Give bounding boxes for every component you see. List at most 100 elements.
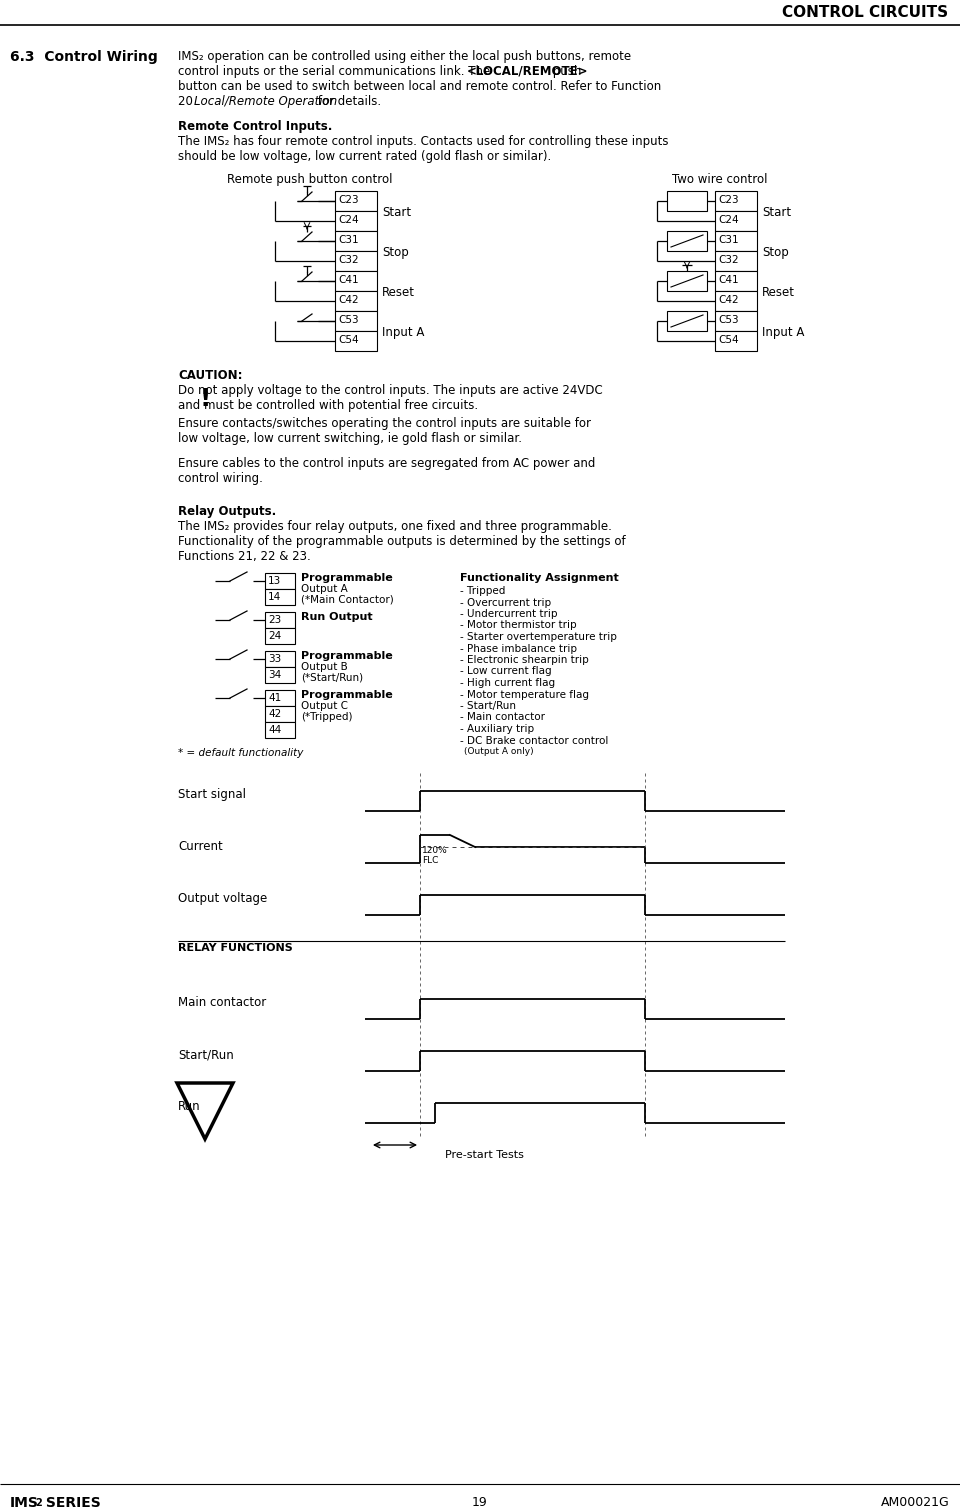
Text: Functions 21, 22 & 23.: Functions 21, 22 & 23. xyxy=(178,550,311,562)
Bar xyxy=(265,689,295,706)
Text: (Output A only): (Output A only) xyxy=(464,747,534,756)
Text: Start/Run: Start/Run xyxy=(178,1048,233,1061)
Text: 14: 14 xyxy=(268,593,281,602)
Text: Output B: Output B xyxy=(301,662,348,671)
Text: - Main contactor: - Main contactor xyxy=(460,712,545,723)
Bar xyxy=(335,191,377,212)
Text: Start: Start xyxy=(382,206,411,219)
Text: Reset: Reset xyxy=(382,286,415,299)
Text: 42: 42 xyxy=(268,709,281,720)
Bar xyxy=(265,573,295,590)
Text: SERIES: SERIES xyxy=(41,1495,101,1510)
Text: 20: 20 xyxy=(178,95,197,107)
Text: IMS: IMS xyxy=(10,1495,38,1510)
Text: * = default functionality: * = default functionality xyxy=(178,748,303,758)
Text: !: ! xyxy=(200,387,210,411)
Text: C42: C42 xyxy=(718,295,738,305)
Text: Programmable: Programmable xyxy=(301,652,393,661)
Text: - Motor thermistor trip: - Motor thermistor trip xyxy=(460,620,577,631)
Text: - Motor temperature flag: - Motor temperature flag xyxy=(460,689,589,700)
Bar xyxy=(667,271,707,290)
Text: C31: C31 xyxy=(718,234,738,245)
Text: 41: 41 xyxy=(268,692,281,703)
Bar xyxy=(715,331,757,351)
Text: - Start/Run: - Start/Run xyxy=(460,702,516,711)
Bar xyxy=(335,331,377,351)
Text: control inputs or the serial communications link. The: control inputs or the serial communicati… xyxy=(178,65,494,79)
Text: C23: C23 xyxy=(338,195,359,206)
Bar xyxy=(667,311,707,331)
Text: (*Tripped): (*Tripped) xyxy=(301,712,352,723)
Polygon shape xyxy=(177,1083,233,1139)
Text: <LOCAL/REMOTE>: <LOCAL/REMOTE> xyxy=(467,65,588,79)
Bar xyxy=(265,706,295,723)
Text: C31: C31 xyxy=(338,234,359,245)
Text: 44: 44 xyxy=(268,724,281,735)
Text: Run Output: Run Output xyxy=(301,612,372,621)
Text: Run: Run xyxy=(178,1101,201,1113)
Text: Local/Remote Operation: Local/Remote Operation xyxy=(194,95,337,107)
Bar xyxy=(265,723,295,738)
Text: - Electronic shearpin trip: - Electronic shearpin trip xyxy=(460,655,588,665)
Text: and must be controlled with potential free circuits.: and must be controlled with potential fr… xyxy=(178,399,478,411)
Text: Reset: Reset xyxy=(762,286,795,299)
Bar xyxy=(335,251,377,271)
Text: Output C: Output C xyxy=(301,702,348,711)
Text: Stop: Stop xyxy=(762,246,789,259)
Text: C42: C42 xyxy=(338,295,359,305)
Text: The IMS₂ has four remote control inputs. Contacts used for controlling these inp: The IMS₂ has four remote control inputs.… xyxy=(178,135,668,148)
Text: 33: 33 xyxy=(268,655,281,664)
Bar xyxy=(335,311,377,331)
Bar xyxy=(715,191,757,212)
Text: Relay Outputs.: Relay Outputs. xyxy=(178,505,276,519)
Text: Main contactor: Main contactor xyxy=(178,996,266,1009)
Text: C23: C23 xyxy=(718,195,738,206)
Text: Programmable: Programmable xyxy=(301,689,393,700)
Text: 24: 24 xyxy=(268,631,281,641)
Text: 19: 19 xyxy=(472,1495,488,1509)
Bar xyxy=(715,231,757,251)
Bar xyxy=(667,231,707,251)
Text: (*Start/Run): (*Start/Run) xyxy=(301,673,363,683)
Text: C24: C24 xyxy=(338,215,359,225)
Text: 23: 23 xyxy=(268,615,281,624)
Text: 2: 2 xyxy=(35,1498,41,1507)
Text: Current: Current xyxy=(178,841,223,853)
Text: - Phase imbalance trip: - Phase imbalance trip xyxy=(460,644,577,653)
Bar xyxy=(667,191,707,212)
Text: (*Main Contactor): (*Main Contactor) xyxy=(301,596,394,605)
Text: button can be used to switch between local and remote control. Refer to Function: button can be used to switch between loc… xyxy=(178,80,661,94)
Text: - Overcurrent trip: - Overcurrent trip xyxy=(460,597,551,608)
Text: Remote push button control: Remote push button control xyxy=(228,172,393,186)
Text: - Auxiliary trip: - Auxiliary trip xyxy=(460,724,534,733)
Text: Two wire control: Two wire control xyxy=(672,172,768,186)
Text: C54: C54 xyxy=(338,336,359,345)
Text: C53: C53 xyxy=(718,314,738,325)
Text: C32: C32 xyxy=(338,256,359,265)
Text: C41: C41 xyxy=(718,275,738,284)
Text: IMS₂ operation can be controlled using either the local push buttons, remote: IMS₂ operation can be controlled using e… xyxy=(178,50,631,64)
Text: 13: 13 xyxy=(268,576,281,587)
Text: CONTROL CIRCUITS: CONTROL CIRCUITS xyxy=(781,5,948,20)
Bar xyxy=(715,251,757,271)
Text: C54: C54 xyxy=(718,336,738,345)
Text: C53: C53 xyxy=(338,314,359,325)
Text: The IMS₂ provides four relay outputs, one fixed and three programmable.: The IMS₂ provides four relay outputs, on… xyxy=(178,520,612,534)
Text: low voltage, low current switching, ie gold flash or similar.: low voltage, low current switching, ie g… xyxy=(178,432,522,445)
Text: Functionality Assignment: Functionality Assignment xyxy=(460,573,619,584)
Text: C24: C24 xyxy=(718,215,738,225)
Text: Input A: Input A xyxy=(762,327,804,339)
Text: CAUTION:: CAUTION: xyxy=(178,369,243,383)
Text: C41: C41 xyxy=(338,275,359,284)
Text: - Starter overtemperature trip: - Starter overtemperature trip xyxy=(460,632,617,643)
Text: Remote Control Inputs.: Remote Control Inputs. xyxy=(178,119,332,133)
Text: Start signal: Start signal xyxy=(178,788,246,801)
Text: Programmable: Programmable xyxy=(301,573,393,584)
Text: Input A: Input A xyxy=(382,327,424,339)
Text: RELAY FUNCTIONS: RELAY FUNCTIONS xyxy=(178,943,293,953)
Bar xyxy=(715,271,757,290)
Text: Output voltage: Output voltage xyxy=(178,892,267,906)
Text: Start: Start xyxy=(762,206,791,219)
Bar xyxy=(265,652,295,667)
Text: for details.: for details. xyxy=(314,95,381,107)
